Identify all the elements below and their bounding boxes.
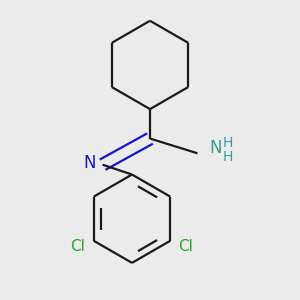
Text: Cl: Cl xyxy=(178,239,194,254)
Text: H: H xyxy=(223,149,233,164)
Text: N: N xyxy=(209,140,222,158)
Text: Cl: Cl xyxy=(70,239,86,254)
Text: H: H xyxy=(223,136,233,151)
Text: N: N xyxy=(83,154,96,172)
